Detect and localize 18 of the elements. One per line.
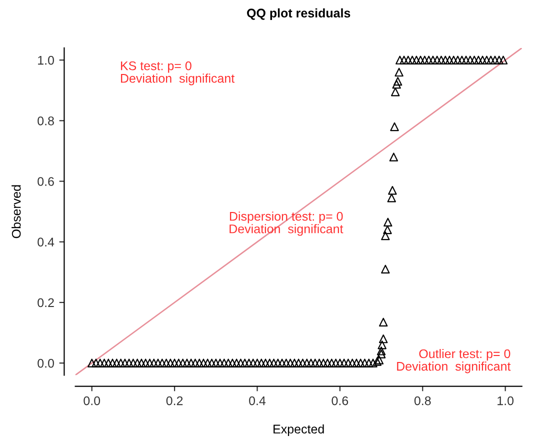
y-tick-label: 0.0 — [38, 358, 54, 368]
x-axis-title: Expected — [274, 424, 324, 436]
y-tick-label: 0.2 — [38, 298, 54, 308]
x-tick-label: 0.4 — [249, 396, 266, 406]
y-tick-label: 0.4 — [38, 238, 54, 247]
x-tick-label: 0.6 — [332, 396, 348, 406]
y-tick-label: 1.0 — [38, 56, 54, 65]
annotation: Dispersion test: p= 0 Deviation significant — [230, 212, 344, 236]
annotation: KS test: p= 0 Deviation significant — [121, 61, 235, 86]
y-tick-label: 0.8 — [38, 116, 54, 126]
chart-title: QQ plot residuals — [247, 8, 350, 20]
x-tick-label: 0.2 — [166, 396, 183, 406]
annotation: Outlier test: p= 0 Deviation significant — [397, 349, 511, 374]
x-tick-label: 0.0 — [84, 396, 100, 406]
x-tick-label: 1.0 — [498, 396, 514, 406]
y-tick-label: 0.6 — [38, 177, 54, 186]
y-axis-title: Observed — [12, 185, 21, 238]
x-tick-label: 0.8 — [414, 396, 431, 406]
